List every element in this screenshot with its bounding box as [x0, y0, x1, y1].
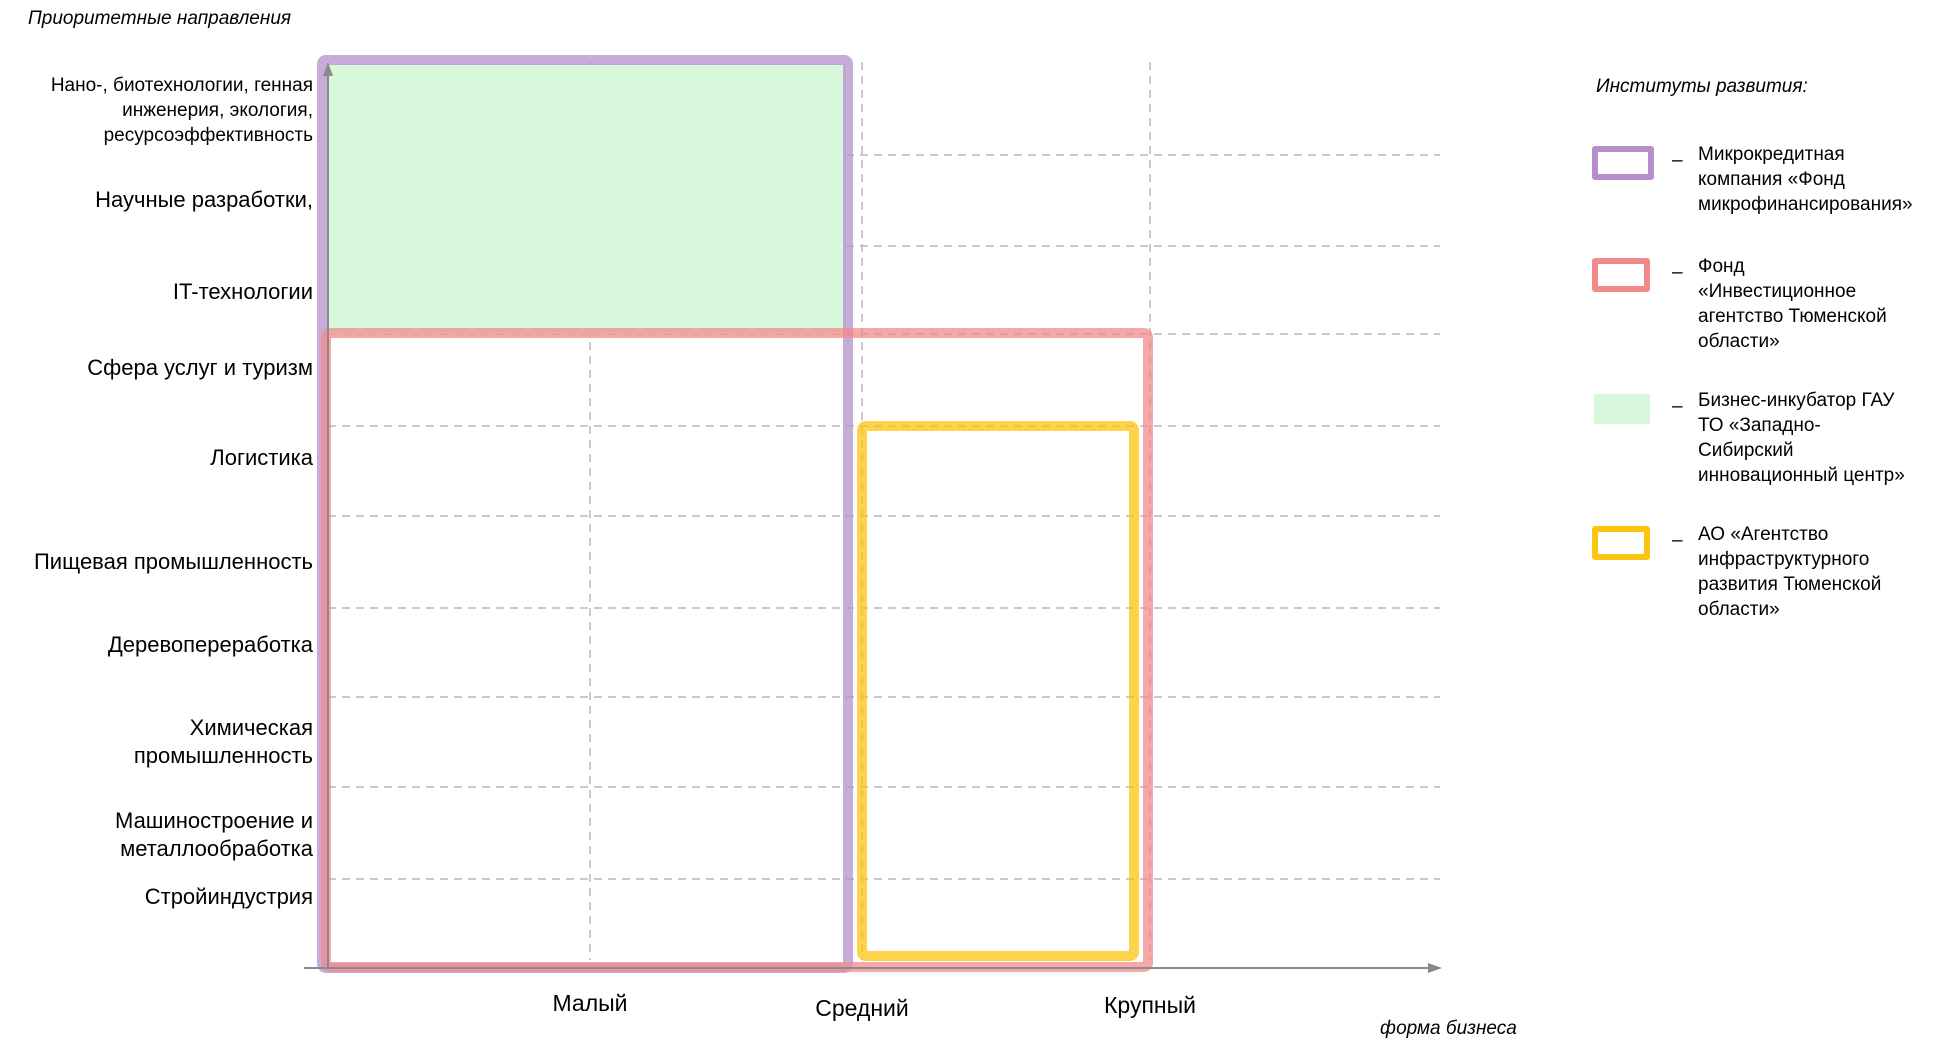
legend-swatch-incubator	[1594, 394, 1650, 424]
coverage-areas	[317, 55, 1153, 973]
legend-label-line: АО «Агентство	[1698, 524, 1829, 545]
x-axis-label: Средний	[815, 995, 909, 1021]
legend-label: Фонд «Инвестиционное агентство Тюменской об…	[1698, 254, 1937, 354]
legend-label: Микрокредитная компания «Фонд микрофинанси…	[1698, 142, 1937, 217]
y-axis-label-line: Машиностроение и	[115, 808, 313, 833]
legend-label-line: «Инвестиционное	[1698, 281, 1857, 302]
legend-swatch-investment	[1592, 258, 1650, 292]
y-axis-label-line: Сфера услуг и туризм	[87, 355, 313, 380]
x-axis-label: Крупный	[1104, 992, 1196, 1018]
y-axis-label-line: IT-технологии	[172, 279, 313, 304]
grid-lines	[328, 62, 1440, 960]
legend-label-line: инфраструктурного	[1698, 549, 1870, 570]
y-axis-arrow	[323, 62, 333, 76]
legend-label-line: области»	[1698, 599, 1780, 620]
x-axis-arrow	[1428, 963, 1442, 973]
y-axis-label: Научные разработки,	[95, 186, 313, 214]
legend-label-line: области»	[1698, 331, 1780, 352]
legend-label: Бизнес-инкубатор ГАУ ТО «Западно- Сибирски…	[1698, 388, 1937, 488]
y-axis-label-line: Деревопереработка	[107, 632, 313, 657]
y-axis-label-line: Логистика	[210, 445, 313, 470]
legend-label: АО «Агентство инфраструктурного развития Т…	[1698, 522, 1937, 622]
y-axis-label: Машиностроение и металлообработка	[115, 807, 313, 863]
y-axis-label: Деревопереработка	[108, 631, 313, 659]
legend-swatch-infrastructure	[1592, 526, 1650, 560]
y-axis-label: Химическая промышленность	[134, 714, 313, 770]
legend-label-line: микрофинансирования»	[1698, 194, 1913, 215]
legend-title: Институты развития:	[1596, 76, 1808, 97]
y-axis-label-line: инженерия, экология,	[122, 99, 313, 121]
legend-label-line: Микрокредитная	[1698, 144, 1845, 165]
legend-dash: –	[1672, 262, 1683, 283]
legend-label-line: компания «Фонд	[1698, 169, 1845, 190]
y-axis-label-line: Химическая	[189, 715, 313, 740]
y-axis-label: Пищевая промышленность	[34, 548, 313, 576]
axes	[304, 62, 1442, 973]
y-axis-label: Нано-, биотехнологии, генная инженерия, э…	[51, 73, 313, 148]
legend-label-line: ТО «Западно-	[1698, 415, 1821, 436]
y-axis-label-line: Нано-, биотехнологии, генная	[50, 74, 313, 96]
y-axis-label-line: металлообработка	[120, 836, 313, 861]
legend-label-line: агентство Тюменской	[1698, 306, 1887, 327]
y-axis-label: IT-технологии	[173, 278, 313, 306]
legend-dash: –	[1672, 150, 1683, 171]
y-axis-label-line: ресурсоэффективность	[103, 124, 313, 146]
coverage-area-incubator	[328, 64, 846, 334]
coverage-area-infrastructure	[857, 421, 1139, 961]
y-axis-label-line: Пищевая промышленность	[33, 549, 313, 574]
y-axis-label: Стройиндустрия	[145, 883, 313, 911]
y-axis-label-line: Научные разработки,	[95, 187, 313, 212]
y-axis-label-line: промышленность	[133, 743, 313, 768]
legend-swatch-microfinance	[1592, 146, 1654, 180]
legend-label-line: Сибирский	[1698, 440, 1794, 461]
y-axis-label-line: Стройиндустрия	[144, 884, 313, 909]
y-axis-label: Сфера услуг и туризм	[87, 354, 313, 382]
y-axis-label: Логистика	[210, 444, 313, 472]
legend-label-line: инновационный центр»	[1698, 465, 1905, 486]
x-axis-label: Малый	[552, 990, 628, 1016]
x-axis-title: форма бизнеса	[1380, 1018, 1517, 1039]
legend-label-line: Фонд	[1698, 256, 1745, 277]
legend-label-line: Бизнес-инкубатор ГАУ	[1698, 390, 1895, 411]
legend-dash: –	[1672, 530, 1683, 551]
y-axis-title: Приоритетные направления	[28, 8, 292, 29]
legend-label-line: развития Тюменской	[1698, 574, 1882, 595]
legend-dash: –	[1672, 396, 1683, 417]
